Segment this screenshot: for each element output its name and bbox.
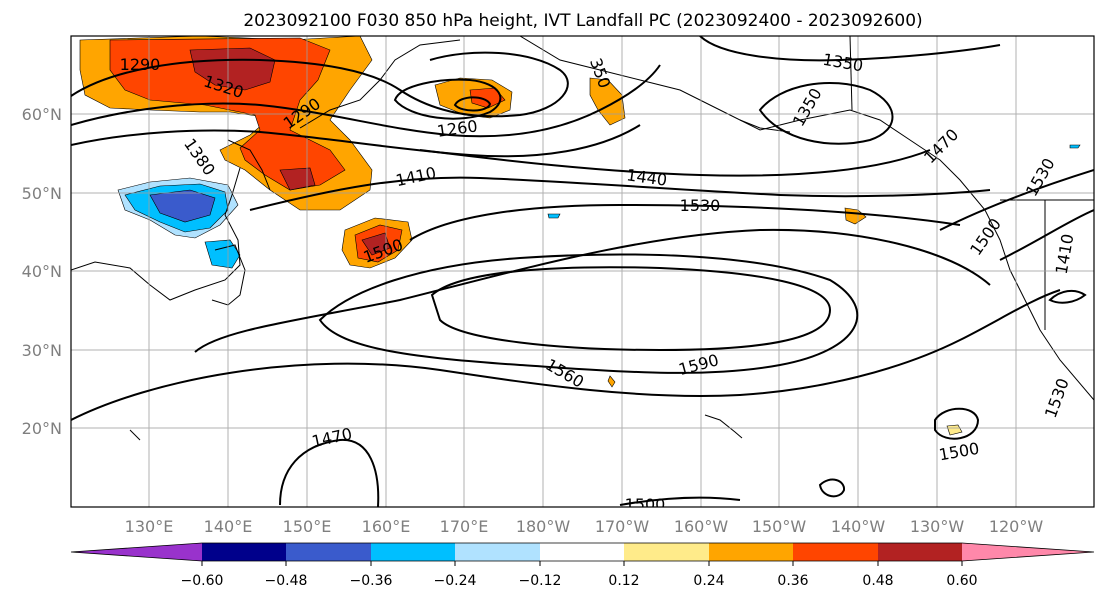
colorbar-segment	[624, 543, 709, 561]
lon-label: 180°W	[516, 517, 571, 536]
colorbar-tick-label: 0.12	[608, 573, 639, 589]
map-panel: 1290 1320 1380 1290 1260 1410 1440 1530 …	[71, 36, 1094, 514]
map-border	[70, 35, 1095, 508]
colorbar-labels: −0.60 −0.48 −0.36 −0.24 −0.12 0.12 0.24 …	[181, 573, 978, 589]
map-title: 2023092100 F030 850 hPa height, IVT Land…	[243, 11, 922, 31]
colorbar-segment	[371, 543, 455, 561]
colorbar-tick-label: 0.36	[777, 573, 808, 589]
colorbar-tick-label: −0.60	[181, 573, 224, 589]
colorbar-segment	[455, 543, 540, 561]
colorbar: −0.60 −0.48 −0.36 −0.24 −0.12 0.12 0.24 …	[70, 542, 1095, 589]
colorbar-segment	[709, 543, 793, 561]
colorbar-tick-label: −0.48	[265, 573, 308, 589]
contour-label: 1500	[625, 495, 666, 514]
lat-label: 40°N	[22, 262, 62, 281]
lon-label: 160°E	[362, 517, 411, 536]
colorbar-segment	[962, 543, 1094, 561]
colorbar-segment	[71, 543, 202, 561]
colorbar-tick-label: −0.12	[519, 573, 562, 589]
lon-label: 120°W	[989, 517, 1044, 536]
lon-label: 150°W	[752, 517, 807, 536]
colorbar-segments	[70, 542, 1095, 562]
height-contours	[71, 36, 1094, 507]
colorbar-tick-label: 0.48	[862, 573, 893, 589]
contour-label: 1530	[680, 196, 721, 215]
lat-label: 60°N	[22, 105, 62, 124]
lon-label: 160°W	[674, 517, 729, 536]
lon-label: 140°E	[204, 517, 253, 536]
lat-label: 20°N	[22, 419, 62, 438]
colorbar-tick-label: −0.24	[434, 573, 477, 589]
ivt-positive-shading	[79, 36, 963, 436]
lat-label: 30°N	[22, 341, 62, 360]
lon-label: 170°E	[440, 517, 489, 536]
colorbar-tick-label: 0.60	[946, 573, 977, 589]
contour-label: 1290	[120, 55, 161, 74]
colorbar-tick-label: −0.36	[350, 573, 393, 589]
colorbar-segment	[878, 543, 962, 561]
longitude-labels: 130°E 140°E 150°E 160°E 170°E 180°W 170°…	[125, 517, 1044, 536]
lon-label: 170°W	[595, 517, 650, 536]
colorbar-segment	[793, 543, 878, 561]
lon-label: 130°W	[910, 517, 965, 536]
lon-label: 150°E	[283, 517, 332, 536]
colorbar-segment	[202, 543, 286, 561]
colorbar-tick-label: 0.24	[693, 573, 724, 589]
colorbar-segment	[540, 543, 624, 561]
colorbar-segment	[286, 543, 371, 561]
gridlines	[71, 36, 1094, 507]
lat-label: 50°N	[22, 184, 62, 203]
latitude-labels: 60°N 50°N 40°N 30°N 20°N	[22, 105, 62, 438]
colorbar-ticks	[201, 561, 963, 566]
lon-label: 130°E	[125, 517, 174, 536]
lon-label: 140°W	[831, 517, 886, 536]
